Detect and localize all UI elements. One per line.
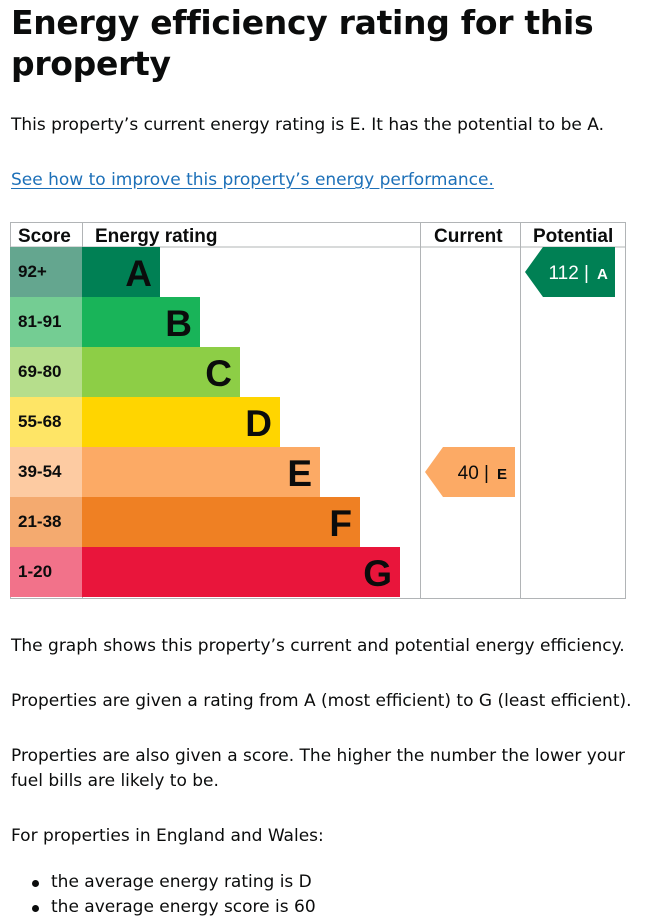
rating-bar-d [82,397,280,447]
column-header-energy-rating: Energy rating [95,226,217,247]
score-range-label: 92+ [18,262,47,281]
score-range-label: 21-38 [18,512,61,531]
score-cell [10,547,82,597]
rating-letter-g: G [363,553,392,594]
rating-bar-g [82,547,400,597]
score-cell [10,247,82,297]
score-range-label: 55-68 [18,412,61,431]
column-header-current: Current [434,226,503,247]
potential-rating-arrow [525,247,615,297]
rating-bar-a [82,247,160,297]
current-rating-arrow [425,447,515,497]
rating-letter-f: F [329,503,352,544]
rating-bar-b [82,297,200,347]
rating-bar-c [82,347,240,397]
rating-explanation: Properties are given a rating from A (mo… [11,691,632,711]
averages-list: the average energy rating is D the avera… [11,870,316,920]
current-rating-letter: E [497,466,507,483]
score-range-label: 69-80 [18,362,61,381]
rating-letter-e: E [287,453,312,494]
rating-letter-b: B [165,303,192,344]
score-range-label: 39-54 [18,462,62,481]
rating-letter-d: D [245,403,272,444]
score-cell [10,497,82,547]
column-header-potential: Potential [533,226,613,247]
averages-intro: For properties in England and Wales: [11,826,324,846]
score-cell [10,347,82,397]
column-header-score: Score [18,226,71,247]
rating-letter-a: A [125,253,152,294]
score-cell [10,297,82,347]
current-score-label: 40 | [458,463,489,484]
improve-energy-link[interactable]: See how to improve this property’s energ… [11,170,494,190]
graph-explanation: The graph shows this property’s current … [11,636,625,656]
score-cell [10,397,82,447]
list-item: the average energy rating is D [11,870,316,895]
rating-bar-e [82,447,320,497]
energy-rating-chart: Score Energy rating Current Potential 92+ A 81… [10,222,626,599]
list-item: the average energy score is 60 [11,895,316,920]
page-title: Energy efficiency rating for this proper… [11,3,594,83]
rating-letter-c: C [205,353,232,394]
score-range-label: 1-20 [18,562,52,581]
score-cell [10,447,82,497]
potential-rating-letter: A [597,266,608,283]
rating-summary: This property’s current energy rating is… [11,115,604,135]
score-range-label: 81-91 [18,312,61,331]
rating-bar-f [82,497,360,547]
potential-score-label: 112 | [548,263,589,284]
improve-link-wrapper: See how to improve this property’s energ… [11,168,651,193]
score-explanation: Properties are also given a score. The h… [11,746,625,791]
